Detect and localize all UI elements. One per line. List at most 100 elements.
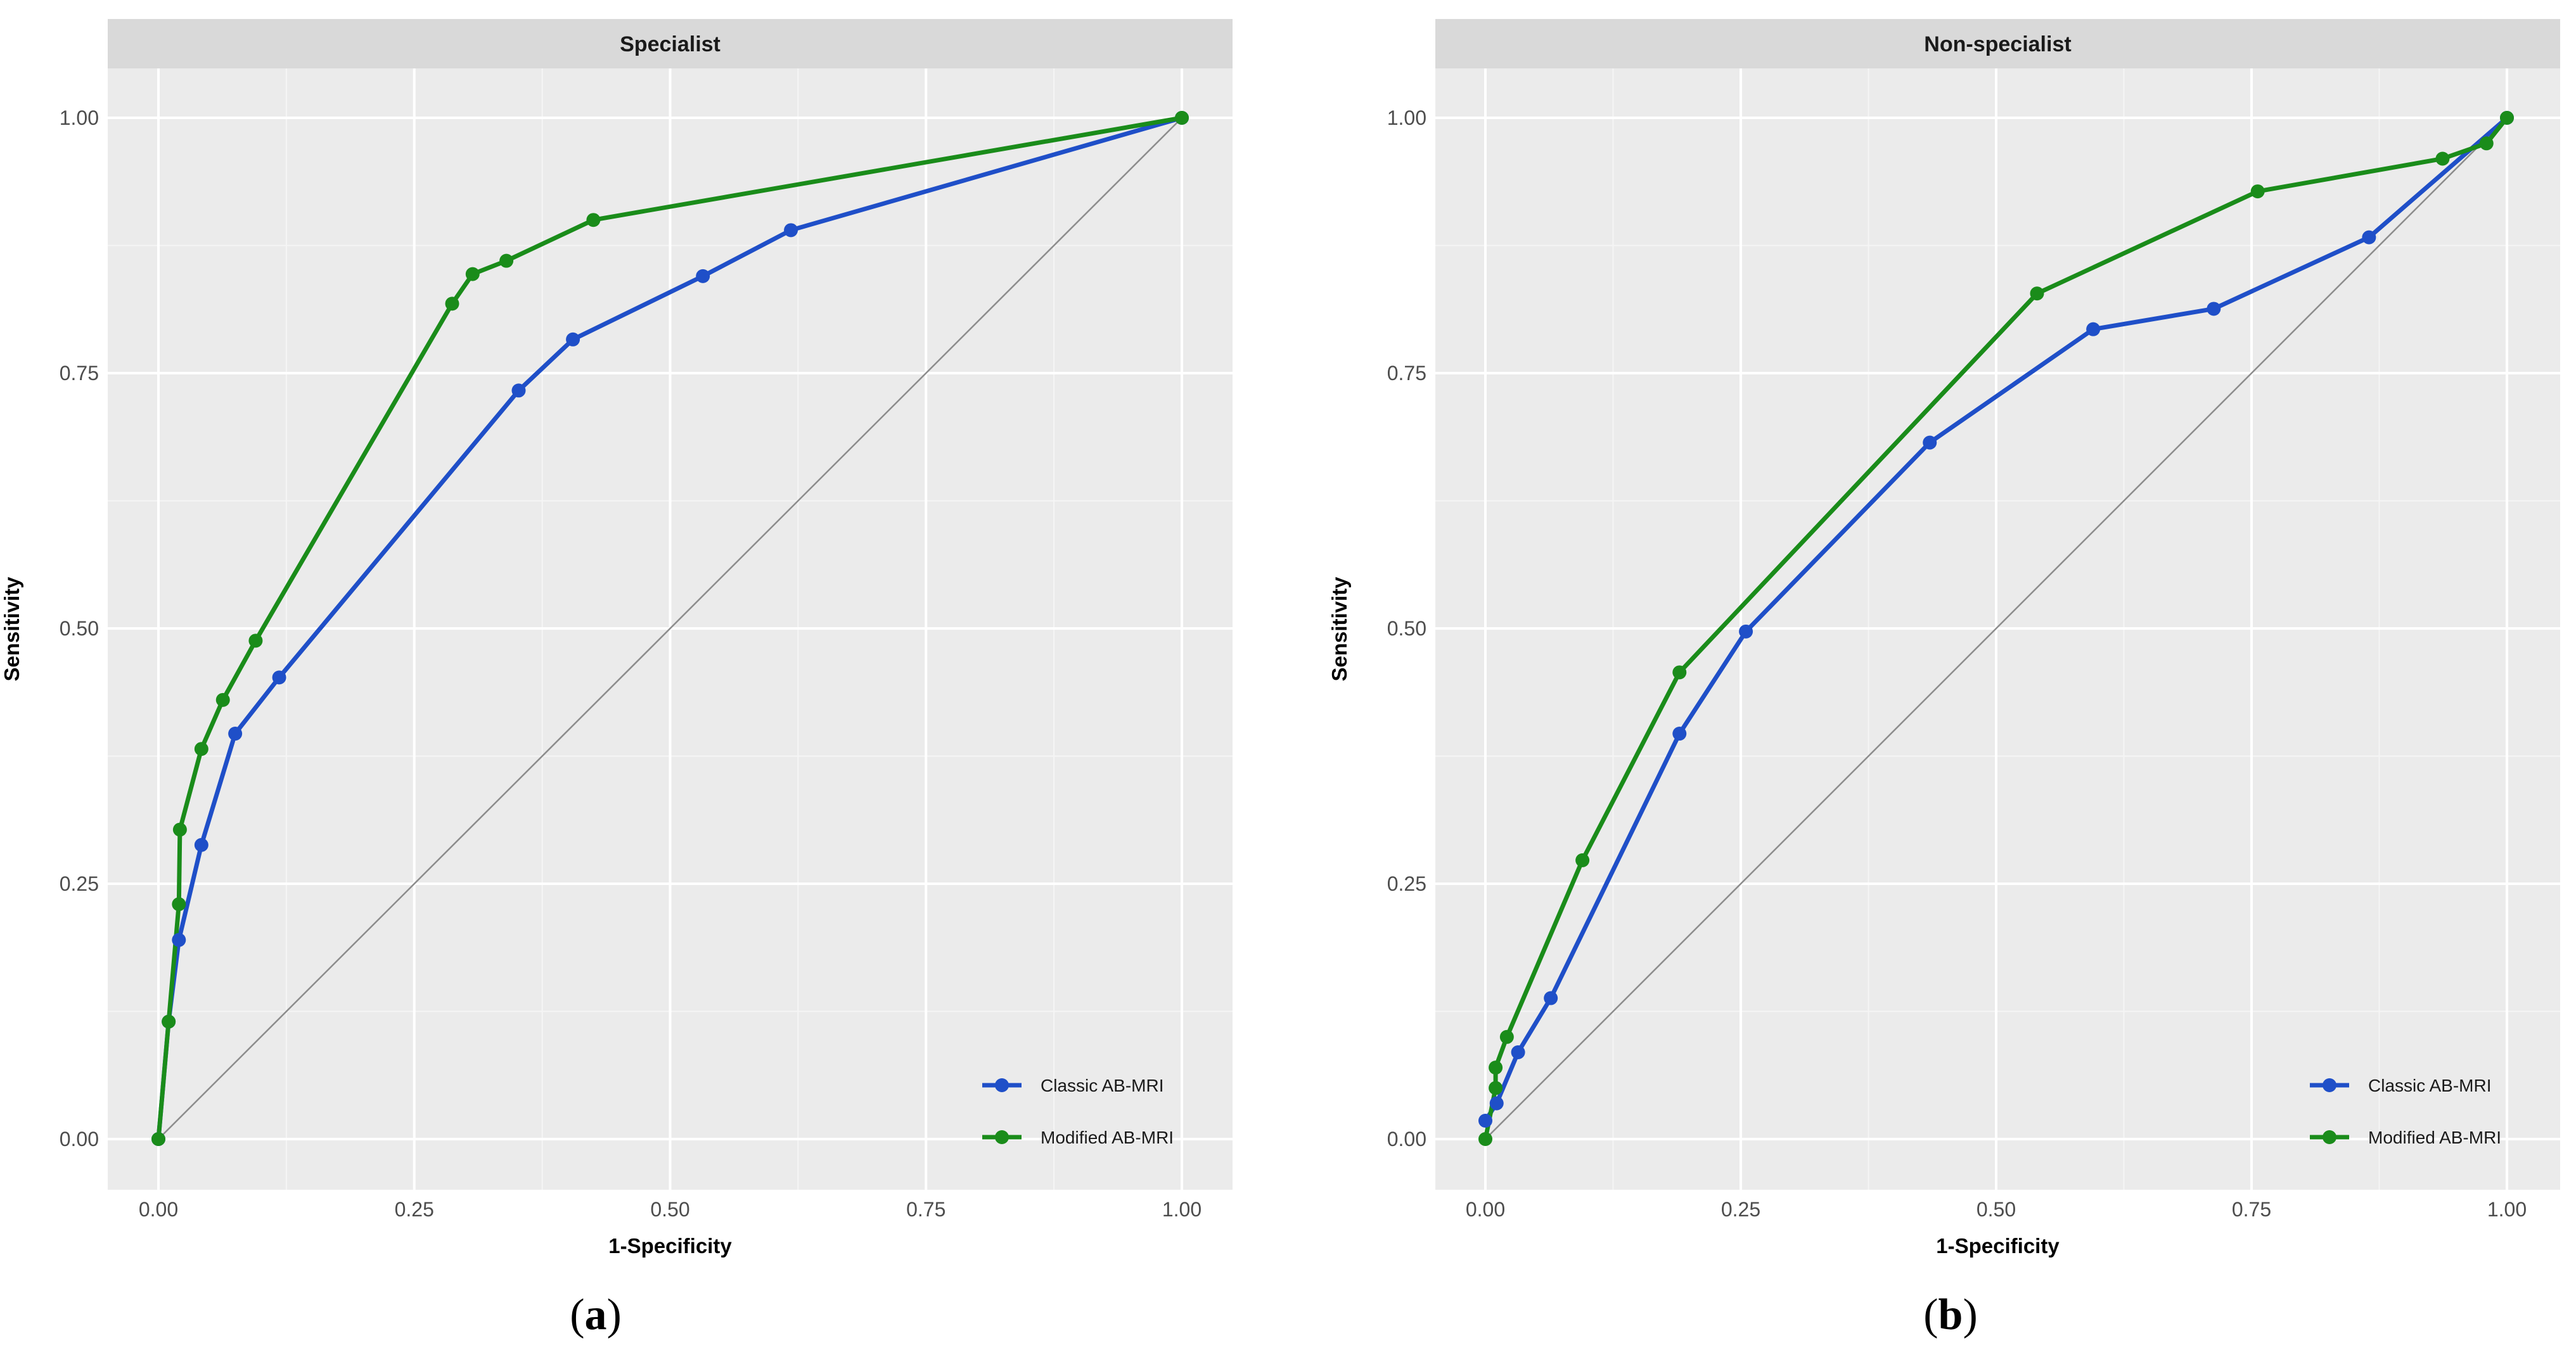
legend-label-modified: Modified AB-MRI xyxy=(1041,1128,1174,1147)
series-line-modified xyxy=(156,115,1182,1140)
x-tick-label: 0.50 xyxy=(1977,1198,2016,1221)
data-point-modified xyxy=(194,742,208,756)
x-tick-label: 1.00 xyxy=(2487,1198,2527,1221)
data-point-modified xyxy=(1489,1081,1503,1095)
data-point-classic xyxy=(1489,1096,1504,1111)
reference-diagonal xyxy=(158,117,1182,1140)
y-tick-label: 0.50 xyxy=(1387,617,1426,640)
x-tick-label: 0.00 xyxy=(1466,1198,1505,1221)
panel-title: Specialist xyxy=(620,32,721,56)
y-tick-label: 0.50 xyxy=(60,617,99,640)
data-point-modified xyxy=(586,213,601,227)
y-axis-title: Sensitivity xyxy=(1328,577,1351,682)
data-point-modified xyxy=(1575,853,1590,867)
data-point-classic xyxy=(172,933,186,947)
data-point-classic xyxy=(566,332,580,347)
panel-strip xyxy=(108,19,1233,68)
y-tick-label: 1.00 xyxy=(1387,106,1426,129)
data-point-modified xyxy=(215,692,230,707)
data-point-modified xyxy=(1499,1029,1514,1044)
legend: Classic AB-MRI Modified AB-MRI xyxy=(982,1076,1174,1147)
legend-label-classic: Classic AB-MRI xyxy=(1041,1076,1163,1095)
data-point-modified xyxy=(1175,111,1189,125)
panel-non-specialist: Non-specialist 0.00 0.25 0.50 0.75 1.00 0.00… xyxy=(1328,19,2560,1339)
legend-label-modified: Modified AB-MRI xyxy=(2368,1128,2501,1147)
data-point-classic xyxy=(1544,991,1558,1005)
x-tick-label: 0.25 xyxy=(395,1198,434,1221)
legend-marker-classic xyxy=(2323,1078,2336,1092)
x-tick-labels: 0.00 0.25 0.50 0.75 1.00 xyxy=(139,1198,1201,1221)
x-tick-label: 0.75 xyxy=(906,1198,945,1221)
legend-marker-classic xyxy=(995,1078,1009,1092)
x-axis-title: 1-Specificity xyxy=(1936,1234,2060,1258)
x-tick-label: 0.00 xyxy=(139,1198,178,1221)
y-tick-label: 0.25 xyxy=(1387,872,1426,895)
data-point-modified xyxy=(445,296,459,311)
data-point-classic xyxy=(784,223,798,238)
caption-open-paren: ( xyxy=(1923,1290,1938,1339)
data-point-classic xyxy=(696,269,710,283)
reference-diagonal xyxy=(1485,117,2508,1140)
y-tick-label: 0.75 xyxy=(60,362,99,385)
x-tick-label: 0.25 xyxy=(1721,1198,1760,1221)
legend-label-classic: Classic AB-MRI xyxy=(2368,1076,2491,1095)
data-point-modified xyxy=(2030,286,2044,301)
y-tick-labels: 0.00 0.25 0.50 0.75 1.00 xyxy=(60,106,99,1150)
data-point-modified xyxy=(2250,184,2265,199)
data-point-classic xyxy=(272,670,286,685)
data-point-modified xyxy=(2435,151,2450,166)
data-point-classic xyxy=(511,383,526,398)
data-point-classic xyxy=(1511,1045,1525,1059)
x-tick-labels: 0.00 0.25 0.50 0.75 1.00 xyxy=(1466,1198,2527,1221)
panel-title: Non-specialist xyxy=(1924,32,2071,56)
data-point-modified xyxy=(172,897,186,912)
data-point-classic xyxy=(2362,230,2376,245)
caption-close-paren: ) xyxy=(607,1290,622,1339)
data-point-classic xyxy=(1672,727,1687,741)
y-tick-label: 0.75 xyxy=(1387,362,1426,385)
x-tick-label: 0.50 xyxy=(650,1198,689,1221)
data-point-classic xyxy=(2086,322,2101,336)
data-point-classic xyxy=(194,838,208,852)
data-point-classic xyxy=(1739,624,1753,639)
series-layer xyxy=(1478,111,2514,1146)
panel-caption: (a) xyxy=(570,1290,622,1339)
series-layer xyxy=(151,111,1189,1146)
data-point-modified xyxy=(499,253,514,268)
data-point-classic xyxy=(228,727,243,741)
x-axis-title: 1-Specificity xyxy=(608,1234,732,1258)
data-point-modified xyxy=(1489,1061,1503,1075)
data-point-classic xyxy=(1923,435,1937,450)
panel-caption: (b) xyxy=(1923,1290,1978,1339)
data-point-modified xyxy=(162,1014,176,1029)
data-point-modified xyxy=(151,1132,165,1146)
data-point-modified xyxy=(465,267,480,281)
legend-marker-modified xyxy=(995,1130,1009,1144)
data-point-modified xyxy=(2500,111,2514,125)
caption-letter: b xyxy=(1938,1290,1963,1339)
data-point-modified xyxy=(1672,665,1687,680)
y-axis-title: Sensitivity xyxy=(0,577,23,682)
y-tick-label: 0.00 xyxy=(1387,1128,1426,1150)
panel-specialist: Specialist 0.00 0.25 0.50 0.75 1.00 0.00 0.25… xyxy=(0,19,1233,1339)
legend: Classic AB-MRI Modified AB-MRI xyxy=(2310,1076,2501,1147)
data-point-classic xyxy=(2207,302,2221,316)
data-point-modified xyxy=(172,822,187,837)
data-point-modified xyxy=(248,634,263,648)
caption-open-paren: ( xyxy=(570,1290,584,1339)
caption-letter: a xyxy=(585,1290,607,1339)
x-tick-label: 0.75 xyxy=(2232,1198,2271,1221)
x-tick-label: 1.00 xyxy=(1162,1198,1201,1221)
grid-lines xyxy=(1435,68,2560,1190)
legend-marker-modified xyxy=(2323,1130,2336,1144)
y-tick-labels: 0.00 0.25 0.50 0.75 1.00 xyxy=(1387,106,1426,1150)
data-point-classic xyxy=(1478,1113,1492,1128)
panel-strip xyxy=(1435,19,2560,68)
data-point-modified xyxy=(1478,1132,1492,1146)
data-point-modified xyxy=(2479,136,2494,151)
caption-close-paren: ) xyxy=(1963,1290,1977,1339)
y-tick-label: 0.25 xyxy=(60,872,99,895)
y-tick-label: 0.00 xyxy=(60,1128,99,1150)
y-tick-label: 1.00 xyxy=(60,106,99,129)
